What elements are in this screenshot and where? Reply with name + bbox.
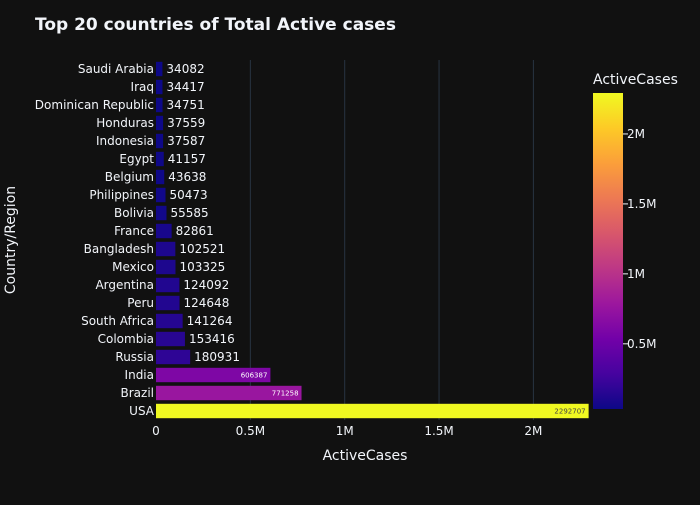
- bar: [156, 331, 185, 347]
- data-label: 606387: [241, 372, 268, 380]
- colorbar-tick-label: 1.5M: [627, 197, 656, 211]
- category-label: Argentina: [95, 278, 154, 292]
- colorbar-title: ActiveCases: [593, 72, 678, 88]
- data-label: 55585: [170, 206, 208, 220]
- category-label: Egypt: [119, 152, 154, 166]
- bar: [156, 241, 176, 257]
- data-label: 124092: [183, 278, 229, 292]
- category-label: Dominican Republic: [35, 98, 154, 112]
- category-label: South Africa: [81, 314, 154, 328]
- x-tick-label: 2M: [524, 424, 542, 438]
- data-label: 102521: [179, 242, 225, 256]
- x-tick-labels: 0 0.5M 1M 1.5M 2M: [152, 424, 542, 438]
- data-label: 153416: [189, 332, 235, 346]
- data-label: 43638: [168, 170, 206, 184]
- data-label: 41157: [168, 152, 206, 166]
- data-labels: 34082 34417 34751 37559 37587 41157 43638 50473…: [166, 62, 585, 416]
- category-label: Bolivia: [114, 206, 154, 220]
- bar: [156, 349, 191, 365]
- bar: [156, 259, 176, 275]
- data-label: 34082: [166, 62, 204, 76]
- bar: [156, 187, 166, 203]
- bar: [156, 169, 165, 185]
- data-label: 50473: [170, 188, 208, 202]
- bar: [156, 151, 164, 167]
- x-tick-label: 0: [152, 424, 160, 438]
- category-label: Saudi Arabia: [78, 62, 154, 76]
- bar: [156, 133, 164, 149]
- category-label: Peru: [127, 296, 154, 310]
- bar: [156, 295, 180, 311]
- category-label: Brazil: [121, 386, 155, 400]
- category-label: USA: [129, 404, 155, 418]
- data-label: 103325: [179, 260, 225, 274]
- data-label: 37587: [167, 134, 205, 148]
- bar: [156, 205, 167, 221]
- category-label: Russia: [115, 350, 154, 364]
- data-label: 2292707: [554, 408, 585, 416]
- category-label: Philippines: [89, 188, 154, 202]
- colorbar-tick-label: 1M: [627, 267, 645, 281]
- category-label: Mexico: [112, 260, 154, 274]
- category-label: Iraq: [131, 80, 154, 94]
- bar: [156, 97, 163, 113]
- bar: [156, 223, 172, 239]
- category-label: France: [114, 224, 154, 238]
- category-label: Honduras: [96, 116, 154, 130]
- data-label: 34417: [166, 80, 204, 94]
- colorbar: [593, 93, 623, 409]
- category-label: Belgium: [105, 170, 154, 184]
- data-label: 771258: [272, 390, 299, 398]
- category-labels: Saudi Arabia Iraq Dominican Republic Hondur…: [35, 62, 155, 418]
- category-label: Indonesia: [96, 134, 154, 148]
- bar: [156, 367, 271, 383]
- data-label: 180931: [194, 350, 240, 364]
- data-label: 141264: [187, 314, 233, 328]
- data-label: 124648: [184, 296, 230, 310]
- bar: [156, 115, 164, 131]
- colorbar-tick-label: 0.5M: [627, 337, 656, 351]
- category-label: Colombia: [98, 332, 154, 346]
- bar: [156, 61, 163, 77]
- bar: [156, 79, 163, 95]
- y-axis-title: Country/Region: [3, 186, 19, 294]
- x-tick-label: 1.5M: [424, 424, 453, 438]
- bar: [156, 313, 183, 329]
- bars: [156, 61, 589, 419]
- chart-title: Top 20 countries of Total Active cases: [35, 15, 396, 35]
- data-label: 82861: [176, 224, 214, 238]
- category-label: India: [125, 368, 154, 382]
- x-tick-label: 0.5M: [236, 424, 265, 438]
- x-tick-label: 1M: [336, 424, 354, 438]
- bar: [156, 403, 589, 419]
- gridlines: [249, 60, 534, 420]
- category-label: Bangladesh: [84, 242, 154, 256]
- x-axis-title: ActiveCases: [323, 448, 408, 464]
- bar: [156, 385, 302, 401]
- bar: [156, 277, 180, 293]
- colorbar-tick-label: 2M: [627, 127, 645, 141]
- colorbar-ticks: 0.5M 1M 1.5M 2M: [623, 127, 656, 351]
- data-label: 34751: [167, 98, 205, 112]
- data-label: 37559: [167, 116, 205, 130]
